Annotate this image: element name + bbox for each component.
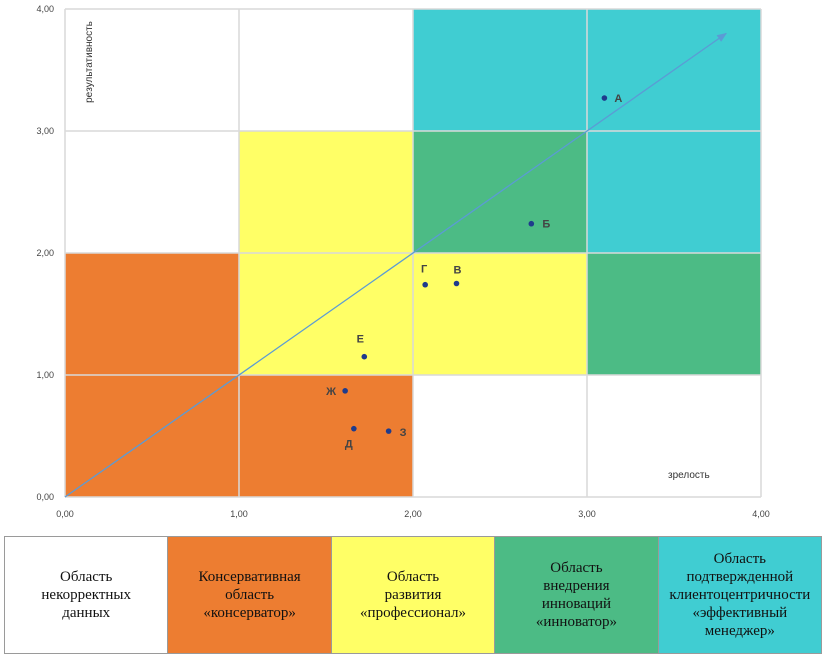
x-tick-label-2: 2,00 bbox=[404, 509, 422, 519]
legend-text-client-centric: Область подтвержденной клиентоцентричнос… bbox=[669, 551, 811, 639]
data-points: А Б В Г Е Ж Д З bbox=[325, 93, 622, 451]
legend-cell-client-centric: Область подтвержденной клиентоцентричнос… bbox=[658, 537, 822, 653]
trend-line bbox=[64, 32, 728, 498]
tick-labels: 0,00 1,00 2,00 3,00 4,00 0,00 1,00 2,00 3,00 4,00 bbox=[36, 4, 769, 519]
legend-text-incorrect: Область некорректных данных bbox=[41, 569, 132, 621]
legend-table: Область некорректных данных Консервативн… bbox=[4, 536, 822, 654]
point-label-4: Е bbox=[357, 334, 364, 346]
data-point-0 bbox=[601, 95, 608, 101]
x-tick-label-3: 3,00 bbox=[578, 509, 596, 519]
point-label-2: В bbox=[454, 265, 462, 277]
x-tick-label-0: 0,00 bbox=[56, 509, 74, 519]
point-label-5: Ж bbox=[325, 386, 336, 398]
legend-cell-development: Область развития «профессионал» bbox=[331, 537, 496, 653]
data-point-4 bbox=[361, 353, 368, 360]
scatter-chart: А Б В Г Е Ж Д З 0,00 1,00 2,00 3,00 4,00 0,00 1,00 2,0… bbox=[36, 4, 769, 519]
data-point-5 bbox=[342, 388, 348, 394]
region-1 bbox=[239, 375, 413, 497]
y-tick-label-0: 0,00 bbox=[36, 492, 54, 502]
region-3 bbox=[413, 253, 587, 375]
y-axis-title: рeзультативность bbox=[84, 21, 95, 103]
data-point-1 bbox=[528, 220, 535, 227]
data-point-3 bbox=[422, 281, 428, 288]
region-7 bbox=[587, 131, 761, 253]
y-tick-label-4: 4,00 bbox=[36, 4, 54, 14]
region-5 bbox=[587, 253, 761, 375]
legend-cell-incorrect: Область некорректных данных bbox=[5, 537, 169, 653]
legend-text-conservative: Консервативная область «консерватор» bbox=[198, 569, 301, 621]
y-tick-label-2: 2,00 bbox=[36, 248, 54, 258]
point-label-7: З bbox=[400, 427, 407, 439]
y-tick-label-1: 1,00 bbox=[36, 370, 54, 380]
legend-text-development: Область развития «профессионал» bbox=[360, 569, 466, 621]
legend-cell-conservative: Консервативная область «консерватор» bbox=[168, 537, 332, 653]
data-point-6 bbox=[351, 425, 357, 432]
x-axis-title: зрелость bbox=[668, 470, 710, 481]
y-tick-label-3: 3,00 bbox=[36, 126, 54, 136]
point-label-6: Д bbox=[345, 439, 353, 451]
x-tick-label-4: 4,00 bbox=[752, 509, 770, 519]
point-label-3: Г bbox=[421, 264, 428, 276]
point-label-1: Б bbox=[542, 219, 550, 231]
data-point-2 bbox=[453, 280, 460, 287]
data-point-7 bbox=[385, 428, 392, 434]
legend-text-innovation: Область внедрения инноваций «инноватор» bbox=[535, 560, 617, 630]
x-tick-label-1: 1,00 bbox=[230, 509, 248, 519]
legend-cell-innovation: Область внедрения инноваций «инноватор» bbox=[495, 537, 659, 653]
point-label-0: А bbox=[614, 93, 622, 105]
trend-line-group bbox=[64, 32, 728, 498]
